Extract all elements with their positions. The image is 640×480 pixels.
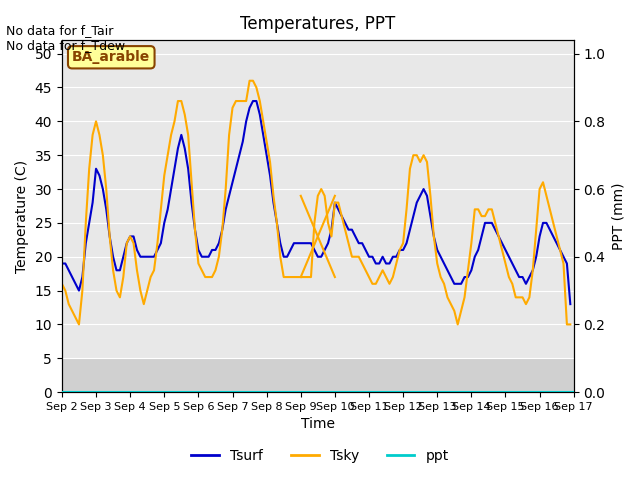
Text: BA_arable: BA_arable — [72, 50, 150, 64]
Y-axis label: PPT (mm): PPT (mm) — [611, 182, 625, 250]
Title: Temperatures, PPT: Temperatures, PPT — [240, 15, 396, 33]
Text: No data for f_Tair
No data for f_Tdew: No data for f_Tair No data for f_Tdew — [6, 24, 125, 52]
Legend: Tsurf, Tsky, ppt: Tsurf, Tsky, ppt — [186, 443, 454, 468]
Y-axis label: Temperature (C): Temperature (C) — [15, 159, 29, 273]
Bar — [62, 358, 573, 392]
X-axis label: Time: Time — [301, 418, 335, 432]
